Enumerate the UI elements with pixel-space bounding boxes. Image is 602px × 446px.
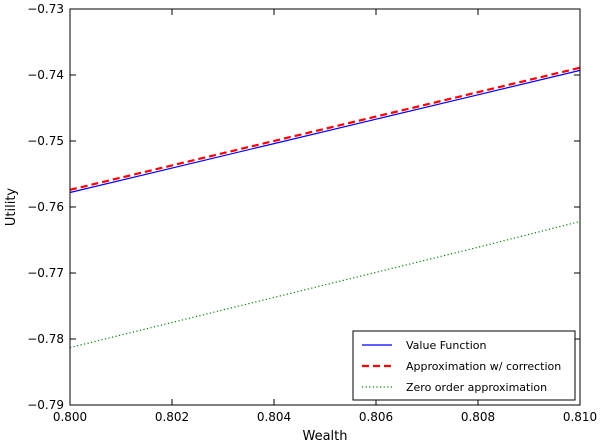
y-tick-label: −0.75 <box>27 134 64 148</box>
series-line-value-function <box>69 69 581 194</box>
y-tick-label: −0.76 <box>27 200 64 214</box>
y-axis-label: Utility <box>4 188 19 227</box>
y-tick-label: −0.73 <box>27 2 64 16</box>
ticks-layer: 0.800 0.802 0.804 0.806 0.808 0.810 −0.79 −0.78… <box>27 2 597 424</box>
x-tick-label: 0.800 <box>53 410 87 424</box>
y-tick-label: −0.78 <box>27 332 64 346</box>
x-axis-label: Wealth <box>302 429 347 444</box>
x-tick-label: 0.810 <box>563 410 597 424</box>
x-tick-label: 0.804 <box>257 410 291 424</box>
y-tick-label: −0.79 <box>27 398 64 412</box>
legend: Value Function Approximation w/ correcti… <box>352 330 576 401</box>
x-tick-label: 0.802 <box>155 410 189 424</box>
x-tick-label: 0.808 <box>461 410 495 424</box>
series-line-zero-order-approximation <box>69 220 581 349</box>
legend-label-approximation-correction: Approximation w/ correction <box>406 360 561 373</box>
legend-label-zero-order: Zero order approximation <box>406 381 547 394</box>
series-layer <box>69 66 581 349</box>
x-tick-label: 0.806 <box>359 410 393 424</box>
y-tick-label: −0.74 <box>27 68 64 82</box>
legend-label-value-function: Value Function <box>406 339 487 352</box>
plot-frame <box>69 8 581 406</box>
y-tick-label: −0.77 <box>27 266 64 280</box>
